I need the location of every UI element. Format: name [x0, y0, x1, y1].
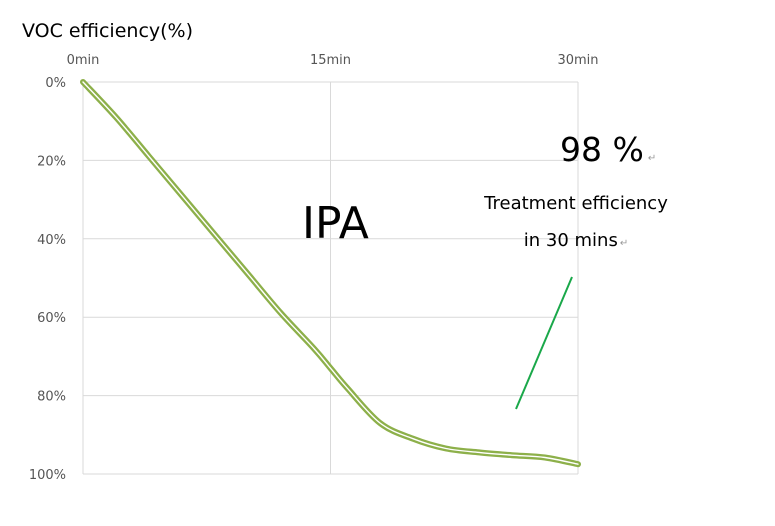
y-tick-label: 100% — [29, 468, 66, 483]
x-tick-label: 15min — [310, 53, 351, 68]
y-tick-label: 80% — [37, 390, 66, 405]
grid-lines — [82, 81, 579, 475]
y-tick-label: 0% — [45, 76, 66, 91]
y-tick-label: 20% — [37, 154, 66, 169]
y-axis-title: VOC efficiency(%) — [22, 20, 194, 42]
return-mark-icon: ↵ — [619, 238, 629, 249]
y-tick-label: 60% — [37, 311, 66, 326]
efficiency-value: 98 % — [560, 130, 644, 169]
efficiency-value-label: 98 % ↵ — [560, 130, 656, 169]
x-tick-label: 0min — [67, 53, 100, 68]
series-lines — [80, 79, 581, 468]
x-tick-label: 30min — [557, 53, 598, 68]
tick-labels: 0% 20% 40% 60% 80% 100% 0min 15min 30min — [29, 53, 599, 483]
ipa-curve-label: IPA — [302, 198, 369, 249]
efficiency-pointer-line — [515, 276, 573, 410]
y-tick-label: 40% — [37, 233, 66, 248]
efficiency-text-line1: Treatment efficiency — [484, 193, 668, 214]
series-line-inner — [82, 81, 579, 465]
efficiency-text-line2: in 30 mins — [523, 230, 618, 251]
return-mark-icon: ↵ — [647, 153, 657, 164]
efficiency-text-line2-wrap: in 30 mins ↵ — [476, 230, 676, 251]
